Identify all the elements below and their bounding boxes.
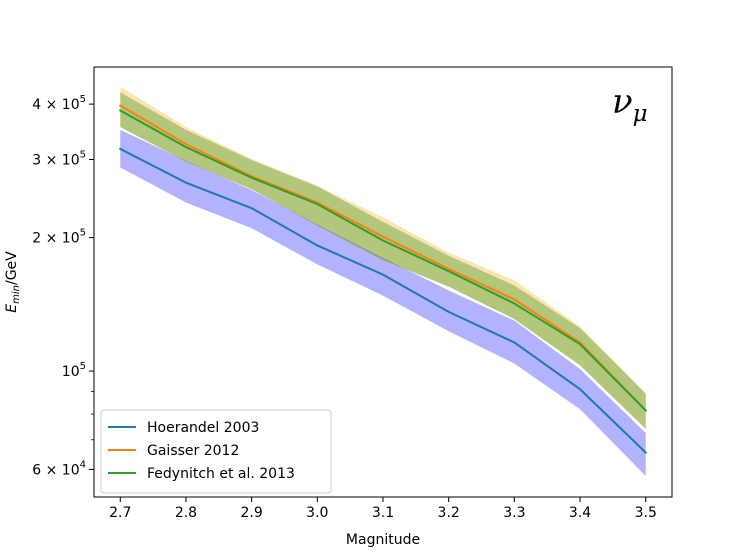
x-tick-label: 3.4 bbox=[569, 505, 591, 521]
x-tick-label: 3.2 bbox=[438, 505, 460, 521]
y-tick-label: 105 bbox=[62, 361, 86, 380]
plot-frame bbox=[93, 66, 673, 498]
y-tick-label: 4 × 105 bbox=[32, 94, 86, 113]
y-axis-label-sub: min bbox=[11, 285, 22, 304]
x-tick-label: 2.7 bbox=[109, 505, 131, 521]
x-axis-ticks: 2.7 2.8 2.9 3.0 3.1 3.2 3.3 3.4 3.5 bbox=[109, 497, 657, 521]
y-axis-label: Emin/GeV bbox=[4, 251, 22, 313]
x-tick-label: 2.9 bbox=[241, 505, 263, 521]
band-hoerandel-2003 bbox=[120, 129, 646, 476]
x-tick-label: 3.5 bbox=[635, 505, 657, 521]
y-tick-label: 6 × 104 bbox=[32, 459, 86, 478]
x-tick-label: 3.1 bbox=[372, 505, 394, 521]
y-axis-ticks: 6 × 104 105 2 × 105 3 × 105 4 × 105 bbox=[32, 94, 94, 478]
legend-label-hoerandel-2003: Hoerandel 2003 bbox=[147, 420, 259, 436]
y-axis-label-tail: /GeV bbox=[4, 251, 20, 285]
legend-label-fedynitch-et-al-2013: Fedynitch et al. 2013 bbox=[147, 466, 295, 482]
x-tick-label: 2.8 bbox=[175, 505, 197, 521]
y-axis-label-main: E bbox=[4, 304, 20, 313]
x-axis-label: Magnitude bbox=[346, 532, 420, 548]
legend: Hoerandel 2003 Gaisser 2012 Fedynitch et a… bbox=[100, 409, 332, 494]
y-tick-label: 2 × 105 bbox=[32, 228, 86, 247]
neutrino-symbol: ν bbox=[612, 82, 633, 122]
line-gaisser-2012 bbox=[118, 104, 648, 412]
line-hoerandel-2003 bbox=[118, 147, 648, 454]
line-fedynitch-et-al-2013 bbox=[118, 109, 648, 412]
band-gaisser-2012 bbox=[120, 86, 646, 430]
legend-frame bbox=[100, 409, 332, 494]
x-tick-label: 3.3 bbox=[503, 505, 525, 521]
neutrino-flavor: μ bbox=[633, 101, 648, 127]
neutrino-annotation: νμ bbox=[612, 82, 648, 127]
y-tick-label: 3 × 105 bbox=[32, 150, 86, 169]
series-lines bbox=[118, 104, 648, 454]
x-tick-label: 3.0 bbox=[306, 505, 328, 521]
legend-label-gaisser-2012: Gaisser 2012 bbox=[147, 443, 239, 459]
